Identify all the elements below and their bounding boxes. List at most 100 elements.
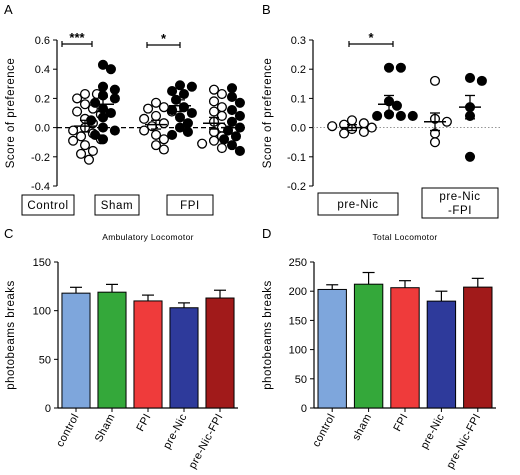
panel-a-data-point xyxy=(105,107,116,119)
panel-c-bar-chart: Ambulatory Locomotor 0 50 100 150 photobeams … xyxy=(5,232,238,471)
panel-d-chart-title: Total Locomotor xyxy=(373,232,438,242)
panel-b-data-point xyxy=(395,110,406,121)
panel-a-data-point xyxy=(182,126,193,138)
panel-a-data-point xyxy=(150,129,162,140)
panel-a-data-point xyxy=(97,122,109,133)
panel-c-y-tick-label: 0 xyxy=(45,403,51,415)
panel-a-data-point xyxy=(79,140,91,151)
panel-a-data-point xyxy=(105,64,116,75)
panel-a-data-point xyxy=(186,81,197,92)
panel-a-data-point xyxy=(97,112,109,123)
panel-a-data-point xyxy=(216,110,227,121)
panel-d-bar xyxy=(463,286,493,409)
panel-c-chart-title: Ambulatory Locomotor xyxy=(102,232,194,242)
panel-a-data-point xyxy=(230,131,242,142)
panel-b-data-point xyxy=(366,122,377,133)
panel-a-data-point xyxy=(75,148,87,159)
panel-d-y-tick-label: 250 xyxy=(289,257,307,269)
panel-b-data-point xyxy=(429,75,441,86)
panel-a-data-point xyxy=(174,80,186,91)
panel-b-y-axis-label: Score of preference xyxy=(262,58,274,169)
panel-a-data-point xyxy=(158,144,169,155)
panel-a-group-label: Control xyxy=(27,200,68,212)
panel-a-data-point xyxy=(150,97,162,108)
panel-c-x-tick-label: control xyxy=(54,412,81,449)
panel-letter-c: C xyxy=(4,226,13,241)
panel-a-significance-stars: *** xyxy=(69,30,85,45)
panel-b-data-point xyxy=(476,75,487,86)
panel-a-data-point xyxy=(208,135,220,146)
panel-a-data-point xyxy=(68,135,79,146)
panel-b-data-point xyxy=(383,62,395,73)
panel-b-significance-stars: * xyxy=(368,30,374,45)
panel-b-y-tick-label: -0.1 xyxy=(287,152,306,164)
panel-a-y-tick-label: 0.0 xyxy=(35,123,50,135)
panel-a-data-point xyxy=(234,97,245,108)
panel-a-group-label: FPI xyxy=(180,200,200,212)
panel-b-data-point xyxy=(464,72,476,84)
panel-d-x-tick-label: FPI xyxy=(391,412,410,434)
panel-d-y-tick-label: 150 xyxy=(289,315,307,327)
panel-b-group-label-box xyxy=(421,187,499,219)
panel-c-y-tick-label: 150 xyxy=(33,257,51,269)
panel-a-group-label: Sham xyxy=(101,200,133,212)
panel-a-data-point xyxy=(72,93,83,104)
panel-a-data-point xyxy=(79,99,91,110)
panel-a-significance-stars: * xyxy=(161,31,167,46)
panel-a-data-point xyxy=(83,154,95,165)
panel-d-y-tick-label: 50 xyxy=(295,374,307,386)
panel-b-data-point xyxy=(358,126,369,138)
panel-a-data-point xyxy=(87,145,98,157)
panel-a-data-point xyxy=(109,84,120,95)
panel-c-x-tick-label: pre-Nic-FPI xyxy=(187,412,226,471)
panel-a-data-point xyxy=(216,88,227,100)
panel-c-x-tick-label: pre-Nic xyxy=(161,412,190,451)
panel-a-data-point xyxy=(167,105,178,116)
panel-a-y-tick-label: -0.2 xyxy=(31,152,50,164)
panel-b-scatter: -0.2 -0.1 0.0 0.1 0.2 0.3 Score of preference *… xyxy=(262,30,500,219)
panel-b-data-point xyxy=(391,100,402,111)
panel-a-data-point xyxy=(158,134,169,145)
panel-b-data-point xyxy=(429,137,441,148)
panel-d-bar xyxy=(426,300,457,409)
panel-d-y-axis-label: photobeams breaks xyxy=(262,280,274,390)
panel-b-y-tick-label: 0.3 xyxy=(291,35,306,47)
panel-a-data-point xyxy=(167,129,178,140)
panel-a-data-point xyxy=(178,102,190,113)
panel-b-y-tick-label: -0.2 xyxy=(287,181,306,193)
panel-a-data-point xyxy=(216,142,227,154)
panel-d-y-tick-label: 100 xyxy=(289,345,307,357)
panel-d-x-tick-label: pre-Nic-FPI xyxy=(444,412,483,471)
panel-a-y-tick-label: 0.4 xyxy=(35,64,50,76)
panel-a-group-label-box xyxy=(166,194,214,216)
panel-d-x-tick-label: pre-Nic xyxy=(418,412,447,451)
panel-a-data-point xyxy=(178,88,190,100)
panel-letter-d: D xyxy=(262,226,271,241)
panel-a-y-tick-label: 0.6 xyxy=(35,35,50,47)
panel-a-data-point xyxy=(234,145,245,157)
panel-a-data-point xyxy=(234,110,245,121)
panel-a-data-point xyxy=(68,125,79,136)
panel-a-data-point xyxy=(139,113,150,124)
panel-c-bar xyxy=(169,307,199,409)
panel-a-data-point xyxy=(72,106,83,117)
panel-a-y-tick-label: -0.4 xyxy=(31,181,50,193)
panel-a-data-point xyxy=(226,91,238,102)
panel-a-y-axis-label: Score of preference xyxy=(5,58,17,169)
panel-a-data-point xyxy=(150,140,162,151)
panel-b-group-label: -FPI xyxy=(448,205,472,217)
panel-a-group-label-box xyxy=(94,194,140,216)
panel-d-bar-chart: Total Locomotor 0 50 100 150 200 250 photobeams… xyxy=(262,232,496,471)
panel-a-data-point xyxy=(97,134,109,145)
panel-c-bar xyxy=(61,292,91,409)
panel-c-x-tick-label: FPI xyxy=(134,412,153,434)
panel-c-y-tick-label: 50 xyxy=(39,354,51,366)
panel-d-bar xyxy=(353,283,384,409)
panel-d-bar xyxy=(317,288,347,409)
panel-b-data-point xyxy=(407,110,418,121)
panel-a-data-point xyxy=(139,125,150,136)
panel-b-data-point xyxy=(339,128,350,139)
panel-a-data-point xyxy=(197,138,208,149)
panel-b-y-tick-label: 0.0 xyxy=(291,123,306,135)
